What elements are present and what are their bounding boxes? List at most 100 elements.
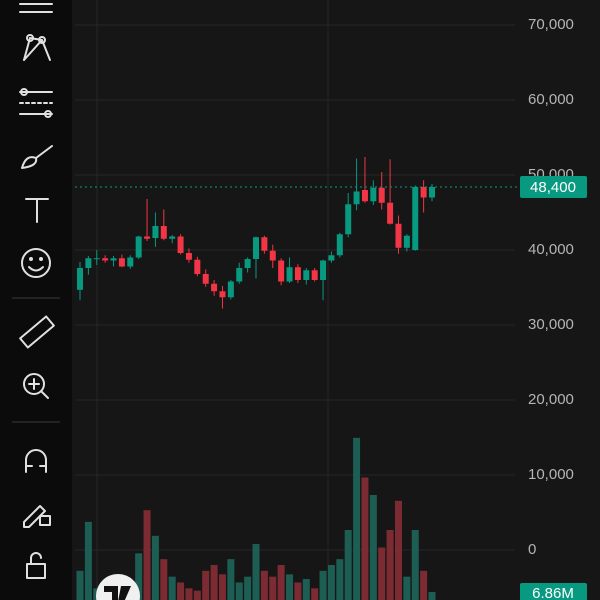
candle-body	[144, 236, 151, 239]
candle-body	[93, 258, 100, 260]
volume-bar	[269, 576, 277, 600]
volume-bar	[369, 495, 377, 600]
candle-body	[135, 236, 142, 258]
candle-body	[244, 258, 251, 268]
volume-bar	[210, 565, 218, 600]
zoom-tool[interactable]	[23, 373, 49, 399]
candle-body	[77, 267, 83, 290]
lock-drawing-tool[interactable]	[23, 505, 51, 528]
y-tick-label: 60,000	[528, 91, 574, 108]
candle-body	[395, 223, 402, 248]
volume-bar	[76, 570, 84, 600]
y-tick-label: 70,000	[528, 16, 574, 33]
candle-body	[320, 260, 327, 280]
text-tool[interactable]	[25, 198, 49, 223]
volume-bar	[327, 565, 335, 600]
candle-body	[370, 187, 377, 202]
last-price-box	[520, 175, 587, 198]
candle-body	[429, 186, 435, 198]
toolbar	[0, 0, 140, 600]
candle-body	[361, 189, 368, 202]
candle-body	[303, 270, 310, 280]
candle-body	[110, 258, 117, 261]
candle-body	[278, 260, 285, 282]
candle-body	[328, 255, 335, 261]
magnet-tool[interactable]	[25, 449, 47, 473]
logo[interactable]	[96, 574, 140, 600]
candle-body	[420, 186, 427, 198]
volume-bar	[361, 477, 369, 600]
candle-body	[269, 250, 276, 261]
volume-bar	[277, 565, 285, 600]
candle-body	[294, 267, 301, 280]
candle-body	[152, 225, 159, 238]
pattern-tool[interactable]	[23, 34, 51, 61]
candle-body	[236, 267, 243, 282]
brush-tool[interactable]	[21, 145, 53, 169]
candle-body	[286, 267, 293, 282]
volume-bar	[227, 559, 235, 600]
volume-bar	[386, 530, 394, 600]
unlock-tool[interactable]	[26, 552, 46, 579]
candle-body	[353, 191, 360, 205]
candle-body	[185, 252, 192, 260]
candle-body	[345, 204, 352, 235]
volume-label: 6.86M	[532, 585, 574, 600]
y-tick-label: 10,000	[528, 466, 574, 483]
volume-bar	[302, 579, 310, 600]
volume-bar	[353, 437, 361, 600]
candle-body	[412, 186, 419, 250]
candle-body	[253, 237, 259, 259]
candle-body	[118, 258, 125, 267]
volume-bar	[420, 570, 428, 600]
volume-bar	[294, 582, 302, 600]
volume-bar	[160, 559, 168, 600]
volume-bar	[218, 574, 226, 600]
volume-bar	[403, 576, 411, 600]
volume-bar	[143, 510, 151, 600]
volume-bar	[311, 588, 319, 600]
volume-bar	[235, 582, 243, 600]
volume-bar	[193, 590, 201, 600]
candle-body	[336, 234, 343, 256]
candle-body	[177, 236, 184, 253]
volume-bar	[394, 500, 402, 600]
candle-body	[211, 283, 218, 292]
candle-body	[102, 258, 109, 261]
volume-bar	[202, 570, 210, 600]
volume-bar	[185, 588, 193, 600]
candle-body	[202, 273, 209, 284]
volume-bar	[135, 553, 143, 600]
candle-body	[160, 225, 167, 239]
volume-bar	[260, 570, 268, 600]
volume-bar	[378, 547, 386, 600]
candle-body	[311, 270, 318, 280]
fib-tool[interactable]	[19, 88, 53, 118]
y-tick-label: 40,000	[528, 241, 574, 258]
candle-body	[219, 291, 226, 298]
candle-body	[387, 202, 394, 224]
candle-body	[403, 235, 410, 248]
candle-body	[378, 187, 385, 203]
volume-bar	[168, 576, 176, 600]
ruler-tool[interactable]	[19, 315, 55, 349]
volume-bar	[151, 535, 159, 600]
volume-bar	[177, 582, 185, 600]
lines-tool[interactable]	[19, 3, 53, 13]
volume-bar	[411, 530, 419, 600]
y-tick-label: 30,000	[528, 316, 574, 333]
volume-bar	[244, 576, 252, 600]
y-tick-label: 20,000	[528, 391, 574, 408]
volume-bar	[344, 530, 352, 600]
volume-bar	[428, 591, 436, 600]
emoji-tool[interactable]	[21, 248, 51, 278]
candle-body	[169, 236, 176, 239]
toolbar-bg	[0, 0, 72, 600]
volume-bar	[319, 570, 327, 600]
candle-body	[261, 237, 268, 251]
candle-body	[85, 258, 92, 268]
volume-bar	[286, 574, 294, 600]
